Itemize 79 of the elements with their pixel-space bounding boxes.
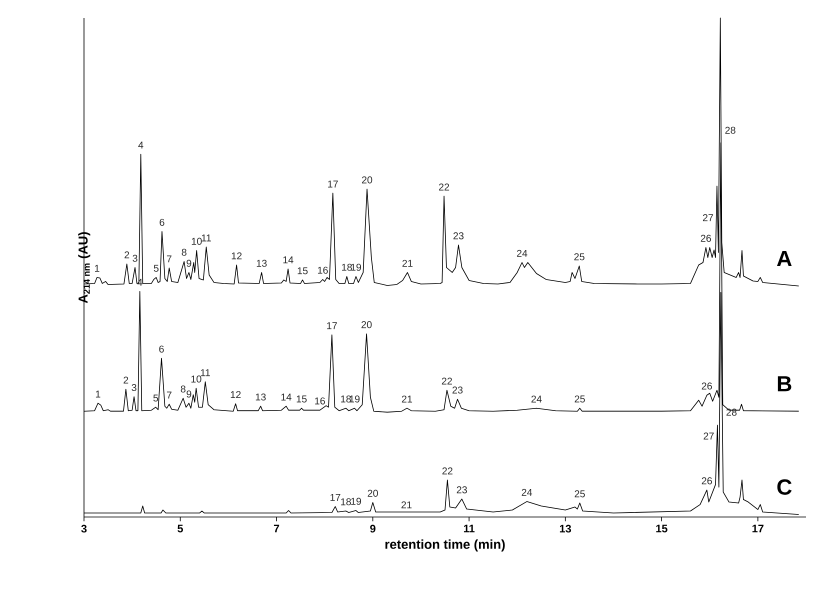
- annotation: 12: [232, 252, 242, 260]
- annotation: 14: [281, 394, 292, 401]
- annotation: 7: [166, 392, 172, 399]
- annotation: 17: [328, 180, 338, 188]
- annotation: 9: [186, 390, 192, 398]
- annotation: 22: [442, 467, 452, 474]
- annotation: 1: [96, 390, 100, 398]
- annotation: 21: [401, 501, 412, 508]
- annotation: 12: [230, 391, 241, 398]
- annotation: 19: [350, 395, 360, 403]
- x-tick-label: 15: [656, 524, 668, 532]
- annotation: 19: [351, 264, 362, 271]
- annotation: 7: [166, 255, 172, 262]
- x-tick-label: 11: [464, 524, 475, 532]
- y-axis-title: A$_{214 nm}$ (AU): [78, 232, 90, 304]
- annotation: 20: [362, 321, 372, 328]
- annotation: 2: [124, 376, 128, 384]
- annotation: 6: [160, 218, 164, 226]
- annotation: 21: [402, 396, 412, 403]
- annotation: 5: [153, 394, 158, 402]
- annotation: 14: [283, 256, 294, 264]
- annotation: 19: [351, 498, 362, 505]
- annotation: 26: [702, 382, 712, 390]
- annotation: 13: [256, 260, 267, 267]
- annotation: 26: [702, 477, 712, 484]
- annotation: 5: [154, 264, 159, 272]
- annotation: 6: [159, 346, 164, 353]
- annotation: 8: [180, 385, 186, 393]
- annotation: 23: [456, 486, 467, 494]
- annotation: 22: [439, 183, 450, 190]
- annotation: 24: [531, 396, 542, 403]
- annotation: 20: [362, 176, 372, 184]
- annotation: 24: [522, 488, 532, 496]
- annotation: 16: [318, 266, 328, 274]
- series-label: C: [777, 479, 792, 495]
- annotation: 15: [296, 396, 307, 403]
- annotation: 2: [124, 251, 130, 258]
- annotation: 27: [702, 214, 714, 222]
- annotation: 21: [402, 260, 413, 267]
- annotation: 11: [200, 369, 210, 376]
- annotation: 18: [341, 498, 351, 506]
- x-tick-label: 17: [752, 524, 764, 532]
- annotation: 22: [442, 378, 452, 385]
- annotation: 10: [192, 238, 202, 245]
- annotation: 13: [256, 393, 266, 401]
- x-tick-label: 5: [178, 524, 183, 532]
- annotation: 1: [94, 264, 100, 272]
- annotation: 23: [452, 386, 463, 394]
- annotation: 25: [574, 395, 585, 403]
- annotation: 4: [138, 142, 144, 149]
- x-tick-label: 7: [274, 524, 280, 532]
- annotation: 15: [298, 267, 308, 274]
- annotation: 10: [191, 376, 202, 383]
- annotation: 18: [341, 395, 351, 403]
- annotation: 3: [132, 254, 138, 262]
- series-label: A: [776, 250, 792, 266]
- annotation: 23: [453, 232, 464, 240]
- series-label: B: [778, 376, 792, 392]
- annotation: 17: [327, 322, 337, 330]
- annotation: 8: [182, 248, 186, 256]
- annotation: 17: [330, 494, 340, 501]
- annotation: 27: [704, 432, 714, 440]
- annotation: 18: [342, 264, 352, 271]
- annotation: 20: [368, 490, 378, 497]
- x-axis-title: retention time (min): [385, 539, 505, 552]
- annotation: 28: [725, 126, 736, 134]
- annotation: 26: [700, 234, 711, 242]
- annotation: 11: [202, 234, 211, 242]
- x-tick-label: 9: [370, 524, 376, 533]
- annotation: 25: [574, 490, 585, 498]
- annotation: 28: [726, 408, 737, 416]
- annotation: 24: [516, 250, 528, 257]
- annotation: 3: [132, 384, 136, 392]
- annotation: 4: [137, 278, 142, 286]
- annotation: 9: [186, 260, 192, 267]
- annotation: 16: [315, 397, 325, 405]
- x-tick-label: 3: [81, 524, 87, 533]
- x-tick-label: 13: [560, 524, 572, 533]
- annotation: 25: [574, 253, 584, 260]
